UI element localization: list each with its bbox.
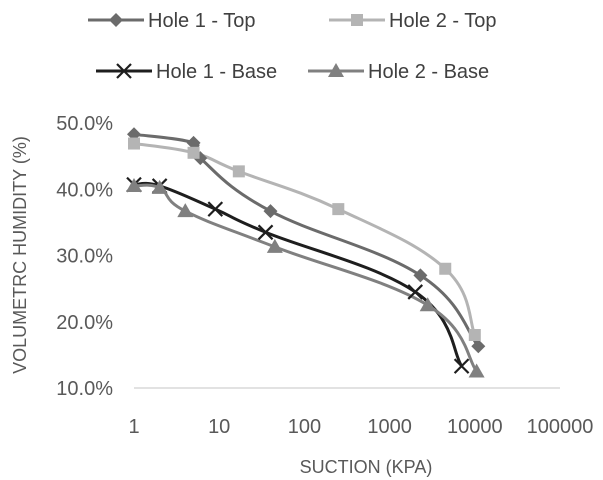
legend-item: Hole 2 - Base <box>308 61 489 83</box>
data-point <box>471 339 486 354</box>
data-point <box>332 203 345 216</box>
data-point <box>407 284 424 300</box>
series-lines <box>133 132 480 373</box>
data-point <box>468 363 485 378</box>
data-point <box>266 238 283 253</box>
marker-stroke <box>407 284 424 300</box>
y-tick-label: 40.0% <box>56 179 113 201</box>
data-point <box>413 268 428 283</box>
series-line-1 <box>133 132 480 348</box>
marker-stroke <box>257 224 274 241</box>
data-point <box>128 137 140 150</box>
legend-marker <box>109 13 123 27</box>
data-point <box>177 203 194 218</box>
legend-marker <box>116 63 132 79</box>
legend-item: Hole 1 - Base <box>96 61 277 83</box>
data-point <box>151 179 168 194</box>
data-point <box>263 204 278 219</box>
x-tick-label: 10 <box>208 416 230 438</box>
legend-label: Hole 2 - Top <box>389 10 496 32</box>
y-tick-label: 30.0% <box>56 246 113 268</box>
legend-label: Hole 1 - Base <box>156 61 277 83</box>
data-point <box>419 297 436 312</box>
y-tick-label: 20.0% <box>56 312 113 334</box>
legend-marker <box>351 14 363 26</box>
y-axis-title: VOLUMETRC HUMIDITY (%) <box>10 136 30 374</box>
x-axis-title: SUCTION (KPA) <box>300 457 433 477</box>
data-point <box>187 146 200 159</box>
legend-label: Hole 2 - Base <box>368 61 489 83</box>
series-markers <box>126 127 486 378</box>
data-point <box>232 165 245 178</box>
legend-marker <box>328 63 344 77</box>
data-point <box>468 329 481 341</box>
marker-stroke <box>207 201 224 217</box>
legend: Hole 1 - Top Hole 2 - Top Hole 1 - Base Hol… <box>88 10 496 83</box>
legend-item: Hole 1 - Top <box>88 10 255 32</box>
x-tick-label: 1000 <box>367 416 412 438</box>
legend-label: Hole 1 - Top <box>148 10 255 32</box>
x-tick-label: 10000 <box>447 416 503 438</box>
legend-item: Hole 2 - Top <box>329 10 496 32</box>
data-point <box>207 201 224 217</box>
x-tick-label: 100000 <box>527 416 594 438</box>
marker-stroke <box>116 63 132 79</box>
data-point <box>439 262 452 275</box>
data-point <box>126 177 142 192</box>
marker-stroke <box>453 358 470 374</box>
x-tick-label: 1 <box>128 416 139 438</box>
data-point <box>257 224 274 241</box>
x-tick-label: 100 <box>288 416 321 438</box>
y-tick-label: 10.0% <box>56 378 113 400</box>
axes: 1 10 100 1000 10000 100000 10.0% 20.0% 30.0% 40.0… <box>56 113 593 438</box>
y-tick-label: 50.0% <box>56 113 113 135</box>
data-point <box>453 358 470 374</box>
data-point <box>186 135 201 150</box>
